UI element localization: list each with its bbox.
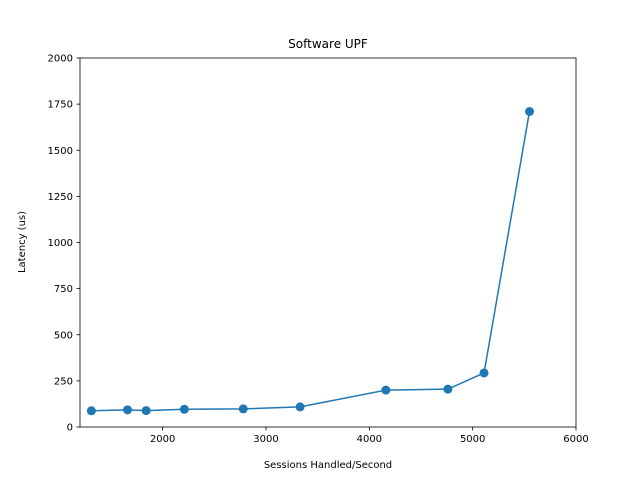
y-tick-label: 1000 bbox=[48, 238, 73, 249]
y-tick-label: 1750 bbox=[48, 100, 73, 111]
x-tick-label: 4000 bbox=[357, 434, 382, 445]
plot-frame bbox=[79, 57, 577, 428]
x-tick-label: 5000 bbox=[460, 434, 485, 445]
y-tick-label: 2000 bbox=[48, 54, 73, 65]
y-tick-label: 500 bbox=[54, 330, 73, 341]
y-axis-label: Latency (us) bbox=[17, 211, 28, 273]
data-point bbox=[123, 405, 133, 415]
data-point bbox=[381, 385, 391, 395]
data-point bbox=[86, 406, 96, 416]
x-tick-label: 2000 bbox=[150, 434, 175, 445]
plot-area: 2000 3000 4000 5000 6000 0 250 500 750 1000 1250 15… bbox=[48, 54, 589, 446]
data-point bbox=[443, 384, 453, 394]
data-point bbox=[525, 107, 534, 117]
series-line bbox=[91, 111, 531, 412]
data-point bbox=[479, 368, 489, 378]
data-point bbox=[179, 404, 189, 414]
x-tick-label: 6000 bbox=[563, 434, 588, 445]
y-tick-label: 1500 bbox=[48, 146, 73, 157]
data-point bbox=[238, 404, 248, 414]
x-axis-label: Sessions Handled/Second bbox=[264, 460, 392, 471]
y-tick-label: 750 bbox=[54, 284, 73, 295]
y-tick-label: 1250 bbox=[48, 192, 73, 203]
y-tick-label: 250 bbox=[54, 376, 73, 387]
x-tick-label: 3000 bbox=[253, 434, 278, 445]
data-point bbox=[295, 402, 305, 412]
data-point bbox=[141, 406, 151, 416]
chart-title: Software UPF bbox=[288, 37, 368, 51]
y-tick-label: 0 bbox=[67, 423, 73, 434]
